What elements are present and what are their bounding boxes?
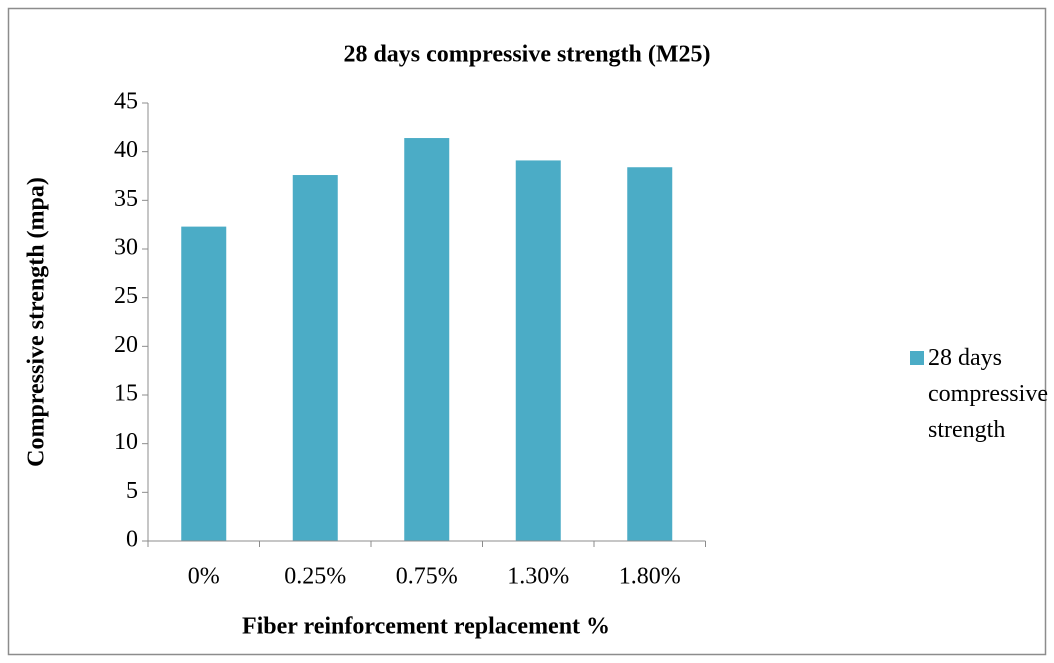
bar (181, 226, 227, 541)
x-tick-label: 0.25% (284, 564, 346, 590)
y-tick-label: 25 (114, 283, 138, 309)
y-tick-label: 35 (114, 186, 138, 212)
y-tick-label: 45 (114, 89, 138, 115)
y-tick-label: 40 (114, 137, 138, 163)
y-tick-label: 15 (114, 381, 138, 407)
x-axis-label: Fiber reinforcement replacement % (242, 614, 610, 640)
y-tick-label: 30 (114, 235, 138, 261)
y-axis-label: Compressive strength (mpa) (24, 177, 50, 467)
legend-label: 28 days compressive strength (928, 345, 1048, 443)
legend: 28 days compressive strength (910, 340, 1050, 448)
legend-swatch (910, 351, 924, 365)
x-tick-label: 0% (188, 564, 220, 590)
y-tick-label: 20 (114, 332, 138, 358)
x-tick-label: 1.80% (619, 564, 681, 590)
bar (404, 138, 450, 542)
bar (515, 160, 561, 541)
y-tick-label: 5 (126, 478, 138, 504)
bar (627, 167, 673, 542)
y-tick-label: 10 (114, 429, 138, 455)
x-tick-label: 1.30% (507, 564, 569, 590)
x-tick-label: 0.75% (396, 564, 458, 590)
chart-title: 28 days compressive strength (M25) (343, 42, 710, 68)
bar (292, 175, 338, 541)
y-tick-label: 0 (126, 527, 138, 553)
